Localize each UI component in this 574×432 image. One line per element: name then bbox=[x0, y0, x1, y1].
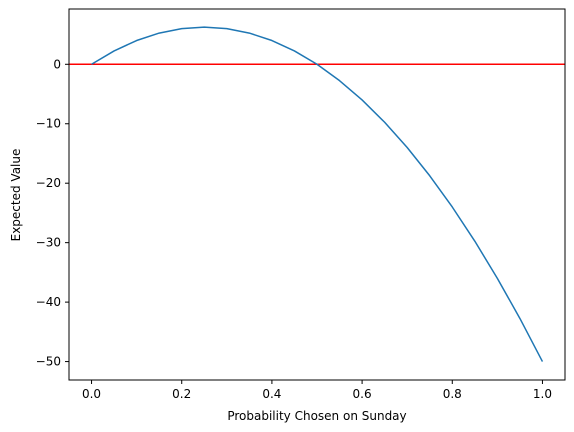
series-line-0 bbox=[91, 26, 544, 362]
x-tick-label: 0.8 bbox=[443, 387, 462, 401]
x-tick-label: 0.0 bbox=[82, 387, 101, 401]
x-tick-label: 0.4 bbox=[262, 387, 281, 401]
plot-area bbox=[69, 9, 565, 380]
y-tick-label: −20 bbox=[36, 176, 61, 190]
plot-frame bbox=[68, 8, 566, 381]
y-tick-label: −40 bbox=[36, 295, 61, 309]
y-tick-label: −10 bbox=[36, 117, 61, 131]
y-tick-label: 0 bbox=[53, 57, 61, 71]
x-tick-label: 1.0 bbox=[533, 387, 552, 401]
y-tick-label: −50 bbox=[36, 355, 61, 369]
x-tick-label: 0.6 bbox=[353, 387, 372, 401]
x-tick-label: 0.2 bbox=[172, 387, 191, 401]
x-axis-label: Probability Chosen on Sunday bbox=[227, 409, 406, 423]
y-tick-label: −30 bbox=[36, 236, 61, 250]
y-axis-label: Expected Value bbox=[9, 149, 23, 242]
